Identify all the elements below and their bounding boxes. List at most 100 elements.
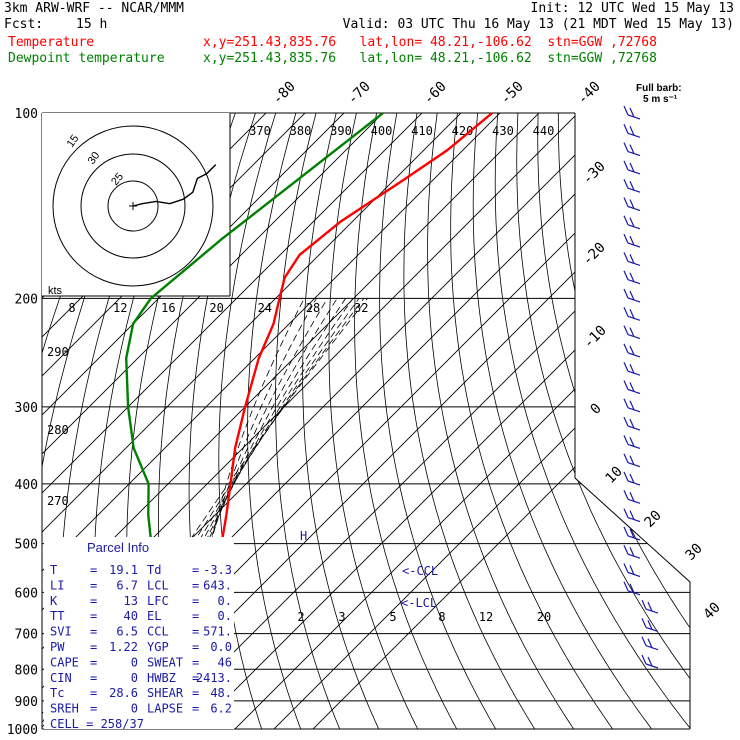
parcel-param-value: 1.22: [109, 640, 138, 654]
parcel-param-value: 0.: [218, 594, 232, 608]
wind-barb: [641, 599, 659, 614]
isotherm-label: 0: [588, 401, 605, 418]
parcel-param-value: 13: [124, 594, 138, 608]
wind-barb: [641, 618, 659, 632]
isotherm-label: -80: [270, 79, 299, 108]
parcel-param-label: LI: [50, 578, 64, 592]
dry-adiabat-line: [302, 113, 386, 729]
theta-label: 430: [492, 124, 514, 138]
temperature-station-info: x,y=251.43,835.76 lat,lon= 48.21,-106.62…: [203, 35, 657, 50]
pressure-tick-label: 1000: [7, 723, 38, 738]
wind-barb: [623, 307, 641, 321]
parcel-info-panel: [44, 537, 234, 729]
hodograph-speed-tick: 8: [68, 301, 75, 315]
wind-barb: [623, 325, 641, 340]
hodograph-ring: [80, 153, 186, 259]
wind-barb: [623, 581, 641, 596]
pressure-tick-label: 700: [15, 628, 38, 643]
isotherm-line: [221, 113, 690, 729]
wind-barb: [623, 105, 641, 120]
wind-barb: [623, 160, 641, 175]
parcel-param-label: SREH: [50, 702, 79, 716]
wind-barb: [623, 526, 641, 541]
parcel-param-value: 0: [131, 655, 138, 669]
parcel-param-label: T: [50, 563, 57, 577]
parcel-param-eq: =: [90, 578, 97, 592]
isotherm-line: [260, 113, 690, 729]
pressure-tick-label: 300: [15, 401, 38, 416]
wind-barb: [623, 453, 641, 468]
theta-label: 400: [371, 124, 393, 138]
parcel-param-value: 19.1: [109, 563, 138, 577]
parcel-param-eq: =: [90, 609, 97, 623]
wind-barb: [623, 197, 641, 212]
parcel-param-label: PW: [50, 640, 65, 654]
parcel-param-value: 6.2: [210, 702, 232, 716]
wind-barb: [623, 471, 641, 486]
parcel-param-label: YGP: [147, 640, 169, 654]
parcel-param-value: 0: [131, 671, 138, 685]
hodograph-trace: [132, 164, 217, 207]
isotherm-line: [182, 113, 690, 729]
hodograph-speed-tick: 16: [161, 301, 175, 315]
parcel-param-label: CIN: [50, 671, 72, 685]
dry-adiabat-line: [379, 113, 504, 729]
theta-label: 290: [47, 345, 69, 359]
isotherm-label: -70: [345, 79, 374, 108]
theta-label: 370: [249, 124, 271, 138]
parcel-param-eq: =: [192, 702, 199, 716]
hodograph-panel: [42, 113, 230, 296]
parcel-param-eq: =: [192, 594, 199, 608]
hodograph-speed-tick: 24: [258, 301, 272, 315]
parcel-param-value: 28.6: [109, 686, 138, 700]
isotherm-line: [42, 113, 451, 729]
dewpoint-legend: Dewpoint temperature: [8, 51, 165, 66]
hodograph-ring-label: 30: [86, 150, 103, 167]
dry-adiabat-line: [427, 113, 583, 729]
parcel-param-label: LCL: [147, 578, 169, 592]
theta-label: 410: [411, 124, 433, 138]
parcel-param-value: 48.: [210, 686, 232, 700]
valid-time: Valid: 03 UTC Thu 16 May 13 (21 MDT Wed …: [342, 17, 734, 32]
parcel-param-label: HWBZ: [147, 671, 176, 685]
parcel-param-eq: =: [192, 686, 199, 700]
hodograph-ring-label: 15: [65, 133, 82, 150]
dry-adiabat-line: [494, 113, 690, 729]
wind-barb: [623, 343, 641, 358]
wind-barb: [623, 380, 641, 395]
dry-adiabat-line: [328, 113, 425, 729]
dewpoint-station-info: x,y=251.43,835.76 lat,lon= 48.21,-106.62…: [203, 51, 657, 66]
isotherm-label: -40: [575, 79, 604, 108]
wind-barb: [641, 654, 659, 669]
wind-barb: [623, 361, 641, 376]
dry-adiabat-line: [537, 113, 690, 729]
parcel-param-eq: =: [192, 563, 199, 577]
parcel-param-eq: =: [192, 640, 199, 654]
isotherm-line: [42, 113, 412, 729]
barb-legend-title: Full barb:: [636, 83, 682, 94]
lcl-annotation: <-LCL: [401, 596, 437, 610]
theta-label: 380: [290, 124, 312, 138]
pressure-tick-label: 800: [15, 663, 38, 678]
parcel-param-label: K: [50, 594, 58, 608]
isotherm-label: -30: [580, 159, 609, 188]
parcel-param-eq: =: [90, 686, 97, 700]
dry-adiabat-line: [472, 113, 663, 729]
parcel-param-value: 2413.: [196, 671, 232, 685]
wind-barb: [641, 636, 659, 651]
mixing-ratio-label: 5: [389, 610, 396, 624]
parcel-param-eq: =: [90, 640, 97, 654]
pressure-tick-label: 200: [15, 292, 38, 307]
theta-label: 390: [330, 124, 352, 138]
wind-barb: [623, 416, 641, 431]
pressure-tick-label: 600: [15, 586, 38, 601]
isotherm-line: [143, 113, 690, 729]
wind-barb: [623, 490, 641, 504]
wind-marker: H: [300, 529, 307, 543]
parcel-param-eq: =: [90, 625, 97, 639]
isotherm-label: -50: [498, 79, 527, 108]
wind-barb: [623, 124, 641, 138]
wind-barb: [623, 178, 641, 193]
wind-barb: [623, 233, 641, 248]
dry-adiabat-line: [516, 113, 690, 729]
